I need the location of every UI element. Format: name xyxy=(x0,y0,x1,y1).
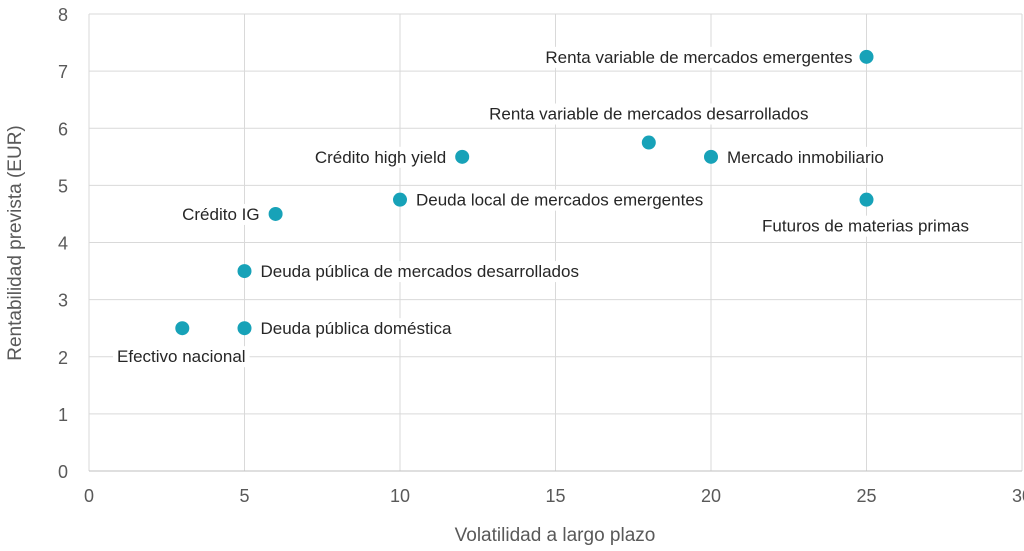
y-tick-label: 0 xyxy=(58,462,68,482)
point-label-halo xyxy=(113,346,250,368)
point-label-halo xyxy=(256,261,583,283)
point-label: Renta variable de mercados emergentes xyxy=(545,48,852,67)
y-axis-title: Rentabilidad prevista (EUR) xyxy=(5,125,26,361)
data-point xyxy=(237,321,252,336)
data-point xyxy=(268,206,283,221)
point-label-halo xyxy=(256,318,456,340)
point-label: Deuda pública doméstica xyxy=(261,319,452,338)
data-point xyxy=(704,149,718,164)
point-label-halo xyxy=(310,146,451,168)
point-label: Futuros de materias primas xyxy=(762,217,969,236)
y-tick-label: 4 xyxy=(58,234,68,254)
data-point xyxy=(393,192,407,207)
data-point xyxy=(237,264,252,279)
y-tick-label: 3 xyxy=(58,291,68,311)
point-label: Crédito high yield xyxy=(315,148,446,167)
x-tick-label: 10 xyxy=(390,486,410,506)
data-points xyxy=(175,49,874,336)
point-label: Efectivo nacional xyxy=(117,347,246,366)
data-point xyxy=(175,321,190,336)
tick-labels: 0 5 10 15 20 25 30 0 1 2 3 4 5 6 7 8 xyxy=(58,5,1024,506)
point-label-halo xyxy=(178,203,264,225)
point-label-halo xyxy=(485,103,813,125)
y-tick-label: 1 xyxy=(58,405,68,425)
point-label: Deuda local de mercados emergentes xyxy=(416,191,703,210)
x-tick-label: 30 xyxy=(1012,486,1024,506)
x-axis-title: Volatilidad a largo plazo xyxy=(455,525,656,546)
y-tick-label: 7 xyxy=(58,62,68,82)
y-tick-label: 5 xyxy=(58,176,68,196)
point-labels: Renta variable de mercados emergentes Ren… xyxy=(113,46,973,368)
data-point xyxy=(641,135,656,150)
point-label: Mercado inmobiliario xyxy=(727,148,884,167)
y-tick-label: 6 xyxy=(58,119,68,139)
x-tick-label: 15 xyxy=(545,486,565,506)
point-label-halo xyxy=(541,46,857,68)
point-label-halo xyxy=(412,189,708,211)
data-point xyxy=(859,49,874,64)
point-label: Crédito IG xyxy=(182,205,259,224)
x-tick-label: 25 xyxy=(856,486,876,506)
x-tick-label: 20 xyxy=(701,486,721,506)
point-label-halo xyxy=(758,215,973,237)
point-label-halo xyxy=(723,146,888,168)
x-tick-label: 0 xyxy=(84,486,94,506)
data-point xyxy=(455,149,470,164)
point-label: Deuda pública de mercados desarrollados xyxy=(261,262,579,281)
grid xyxy=(88,13,1023,472)
data-point xyxy=(859,192,874,207)
y-tick-label: 2 xyxy=(58,348,68,368)
x-tick-label: 5 xyxy=(239,486,249,506)
point-label: Renta variable de mercados desarrollados xyxy=(489,105,808,124)
y-tick-label: 8 xyxy=(58,5,68,25)
